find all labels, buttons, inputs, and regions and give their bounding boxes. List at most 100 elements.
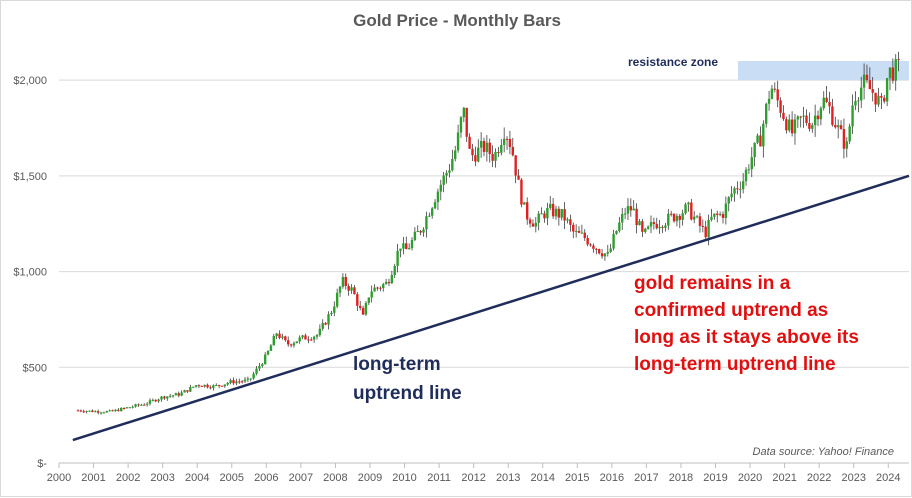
candle-body	[502, 138, 506, 146]
candle-body	[433, 202, 437, 209]
candle-body	[312, 336, 316, 340]
candle-body	[805, 115, 808, 124]
candle-body	[534, 222, 538, 227]
candle-body	[494, 151, 497, 161]
candle-body	[436, 191, 440, 203]
candle-body	[505, 138, 509, 140]
x-tick-label: 2023	[841, 472, 865, 484]
candle-body	[583, 232, 586, 238]
candle-body	[589, 244, 592, 246]
candle-body	[759, 135, 762, 147]
candle-body	[347, 285, 350, 291]
uptrend-line-label: uptrend line	[353, 383, 462, 404]
x-tick-label: 2014	[530, 472, 554, 484]
grid-lines	[59, 79, 909, 368]
candle-body	[710, 216, 713, 220]
candle-body	[790, 119, 794, 134]
candle-body	[825, 97, 828, 102]
candle-body	[287, 340, 290, 345]
candle-body	[310, 339, 313, 341]
candle-body	[229, 380, 232, 384]
long-term-trendline	[72, 174, 910, 442]
x-tick-label: 2003	[150, 472, 174, 484]
candle-body	[739, 189, 742, 191]
candle-body	[563, 209, 566, 221]
candle-body	[839, 125, 843, 130]
x-tick-label: 2015	[565, 472, 589, 484]
candle-body	[428, 215, 431, 217]
candle-body	[860, 87, 863, 101]
candle-body	[358, 305, 362, 308]
candle-body	[462, 107, 466, 118]
candle-body	[661, 226, 664, 228]
candle-body	[779, 100, 782, 113]
candle-body	[235, 381, 238, 384]
candle-body	[140, 404, 143, 406]
candle-body	[595, 248, 598, 250]
candle-body	[678, 215, 681, 220]
candle-body	[261, 364, 264, 367]
candle-body	[344, 276, 347, 286]
candle-body	[387, 281, 391, 284]
candle-body	[85, 411, 88, 413]
candle-body	[767, 98, 771, 104]
candle-body	[459, 117, 463, 133]
candle-body	[226, 383, 229, 385]
candle-body	[471, 148, 474, 156]
candle-body	[560, 209, 563, 218]
candle-body	[514, 155, 517, 176]
candle-body	[324, 323, 327, 325]
candle-body	[278, 333, 281, 338]
candle-body	[215, 385, 218, 387]
y-tick-label: $2,000	[13, 75, 47, 87]
candle-body	[243, 379, 247, 382]
x-tick-label: 2006	[254, 472, 278, 484]
candle-body	[802, 115, 805, 117]
candle-body	[586, 237, 589, 245]
candle-body	[845, 141, 849, 149]
candle-body	[117, 409, 120, 412]
candle-body	[718, 214, 722, 216]
candle-body	[664, 225, 667, 228]
candle-body	[606, 251, 610, 254]
candle-body	[621, 214, 624, 223]
candle-body	[508, 139, 512, 148]
y-tick-label: $-	[37, 458, 47, 470]
candle-body	[727, 197, 730, 204]
candle-body	[252, 373, 255, 379]
candle-body	[551, 203, 555, 217]
candle-body	[477, 147, 480, 162]
x-tick-label: 2024	[876, 472, 900, 484]
candle-body	[690, 202, 693, 220]
candle-body	[370, 291, 373, 298]
candle-body	[641, 221, 644, 232]
candle-body	[741, 181, 745, 190]
candle-body	[382, 284, 385, 289]
candle-body	[125, 407, 129, 409]
candle-body	[880, 95, 883, 98]
candle-body	[151, 399, 155, 401]
candle-body	[549, 203, 552, 208]
candle-body	[788, 119, 791, 131]
candle-body	[335, 292, 339, 307]
candle-body	[206, 384, 209, 388]
candle-body	[105, 411, 108, 413]
candle-body	[816, 115, 820, 120]
candle-body	[399, 248, 402, 251]
y-axis-ticks: $- $500 $1,000 $1,500 $2,000	[13, 75, 47, 470]
candle-body	[675, 215, 679, 222]
candle-body	[652, 222, 656, 224]
candle-body	[327, 314, 330, 325]
x-tick-label: 2009	[358, 472, 382, 484]
candle-body	[618, 222, 621, 231]
candle-body	[842, 129, 846, 149]
candle-body	[701, 225, 705, 227]
candle-body	[525, 202, 529, 220]
candle-body	[721, 214, 725, 218]
candle-body	[197, 385, 201, 387]
candle-body	[868, 80, 872, 90]
candle-body	[609, 248, 612, 252]
candle-body	[143, 404, 146, 406]
trendline-layer	[72, 174, 910, 442]
